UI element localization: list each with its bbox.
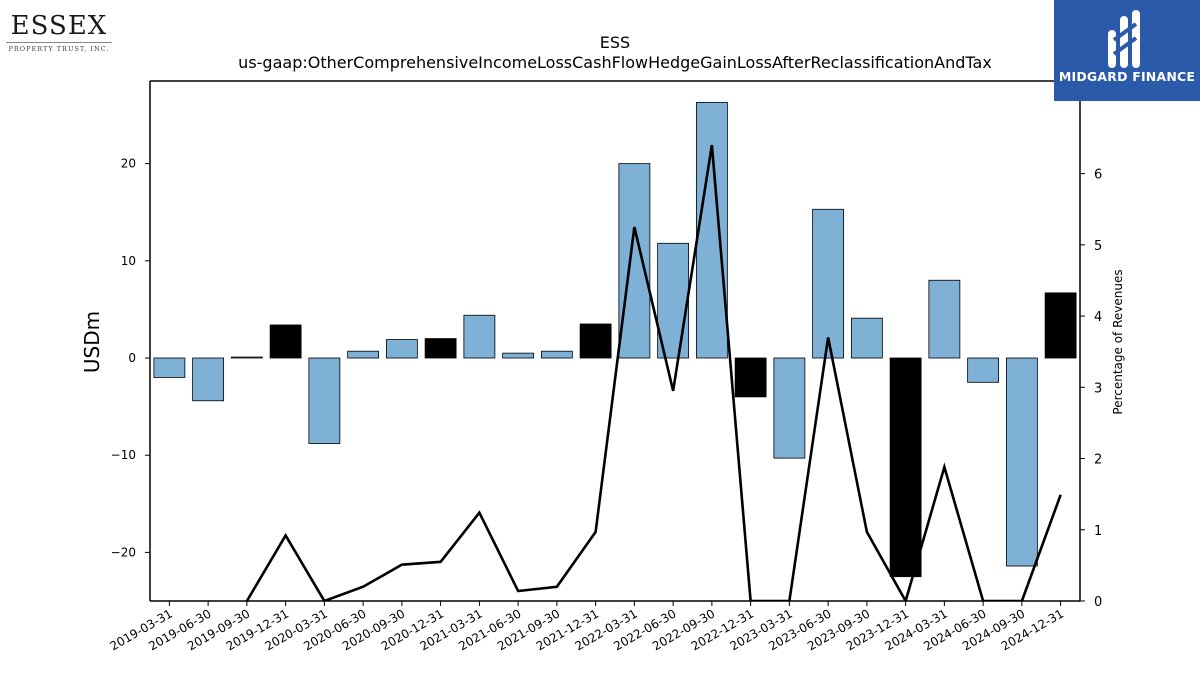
y-tick-label: −10	[111, 448, 136, 462]
y2-tick-label: 3	[1094, 381, 1102, 396]
bar	[967, 357, 1000, 383]
bar	[773, 357, 806, 459]
y-tick-label: 10	[121, 254, 136, 268]
essex-logo-subtitle: PROPERTY TRUST, INC.	[6, 42, 112, 53]
bar	[812, 208, 845, 359]
bar	[695, 101, 728, 359]
bar	[502, 352, 535, 359]
bar	[308, 357, 341, 444]
y2-tick-label: 6	[1094, 168, 1102, 183]
axes: −20−100102001234562019-03-312019-06-3020…	[107, 80, 1102, 653]
y2-axis-label: Percentage of Revenues	[1111, 269, 1125, 414]
bar-series	[153, 101, 1077, 578]
line-series	[245, 144, 1062, 601]
y2-tick-label: 2	[1094, 453, 1102, 468]
bar	[540, 350, 573, 359]
bar	[1044, 292, 1077, 359]
series-line	[245, 144, 1062, 601]
bar	[424, 338, 457, 359]
chart-subtitle: us-gaap:OtherComprehensiveIncomeLossCash…	[238, 53, 992, 72]
essex-logo-name: ESSEX	[10, 11, 108, 41]
chart-title: ESS	[600, 33, 630, 52]
bar	[192, 357, 225, 402]
midgard-mark-icon	[1108, 10, 1140, 68]
bar	[347, 350, 380, 359]
bar	[889, 357, 922, 578]
bar	[618, 163, 651, 359]
bar	[153, 357, 186, 378]
bar	[385, 339, 418, 359]
y-tick-label: 0	[128, 351, 136, 365]
y2-tick-label: 1	[1094, 524, 1102, 539]
bar	[928, 279, 961, 359]
essex-logo: ESSEX PROPERTY TRUST, INC.	[6, 12, 112, 53]
y-tick-label: −20	[111, 545, 136, 559]
y2-tick-label: 5	[1094, 239, 1102, 254]
bar	[1005, 357, 1038, 567]
y-axis-label: USDm	[80, 311, 104, 373]
bar	[463, 314, 496, 359]
y-tick-label: 20	[121, 157, 136, 171]
bar	[579, 323, 612, 359]
bar	[850, 317, 883, 359]
bar	[734, 357, 767, 398]
y2-tick-label: 0	[1094, 595, 1102, 610]
midgard-finance-logo: MIDGARD FINANCE	[1054, 0, 1200, 101]
bar	[269, 324, 302, 359]
midgard-brand-text: MIDGARD FINANCE	[1058, 69, 1196, 84]
y2-tick-label: 4	[1094, 310, 1102, 325]
bar	[657, 242, 690, 359]
bar	[230, 356, 263, 359]
